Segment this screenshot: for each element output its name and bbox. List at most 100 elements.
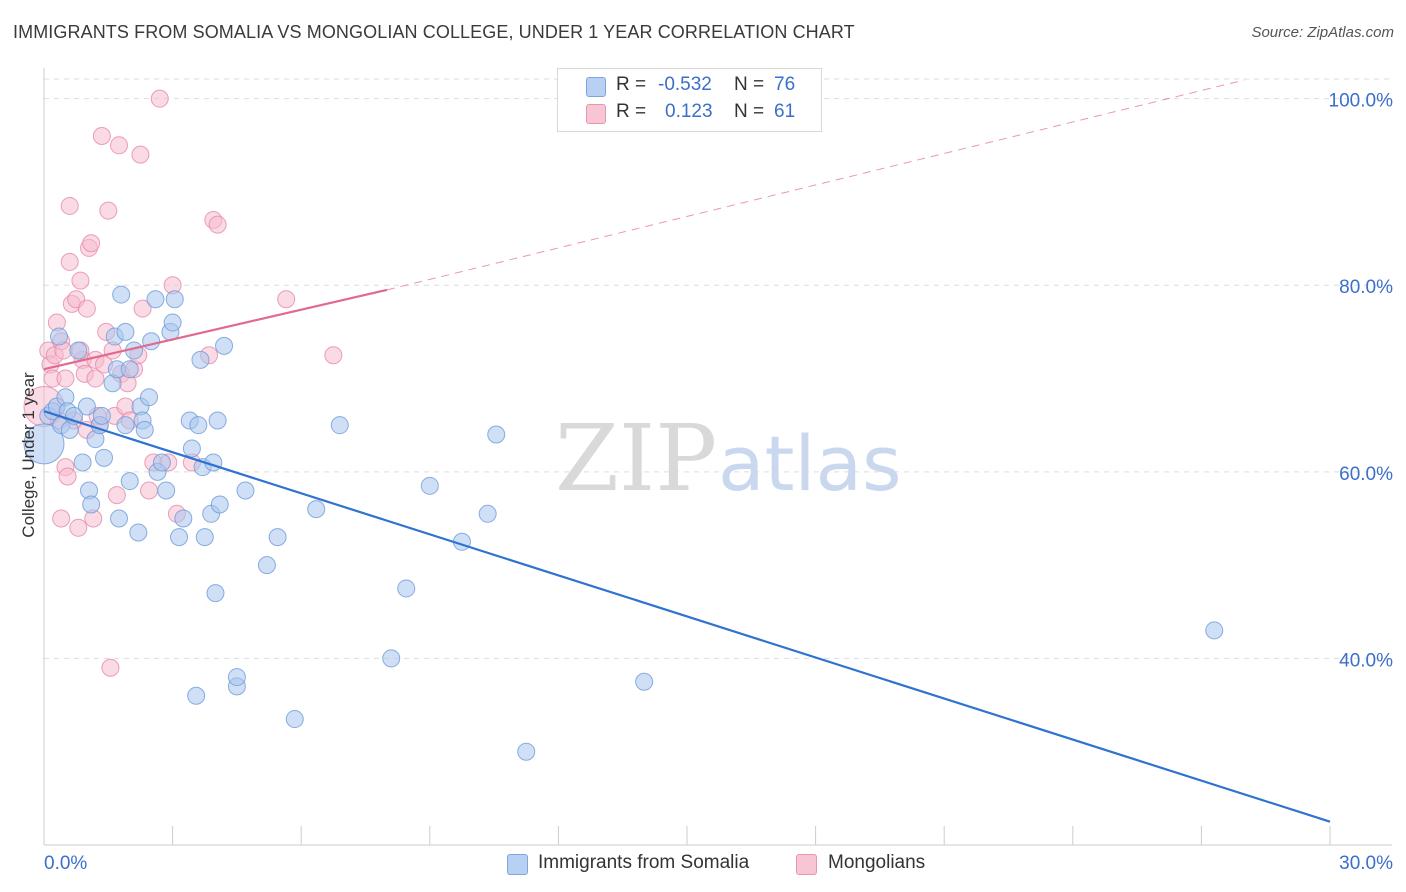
mongolian-point	[110, 136, 129, 155]
somalia-point	[195, 528, 214, 547]
somalia-point	[146, 290, 165, 309]
somalia-point	[82, 495, 101, 514]
y-tick-label: 60.0%	[1339, 464, 1393, 485]
somalia-point	[92, 406, 111, 425]
gridlines	[44, 78, 1392, 659]
somalia-point	[191, 350, 210, 369]
tick-labels: 40.0% 60.0% 80.0% 100.0% 0.0% 30.0%	[44, 91, 1393, 874]
somalia-point	[187, 686, 206, 705]
mongolian-point	[86, 369, 105, 388]
mongolian-point	[101, 658, 120, 677]
y-tick-label: 80.0%	[1339, 277, 1393, 298]
somalia-point	[77, 397, 96, 416]
bottom-legend-somalia: Immigrants from Somalia	[538, 852, 750, 873]
somalia-point	[307, 500, 326, 519]
mongolian-point	[99, 201, 118, 220]
somalia-point	[487, 425, 506, 444]
watermark-atlas: atlas	[718, 419, 902, 508]
data-points	[23, 89, 1224, 761]
mongolian-point	[77, 299, 96, 318]
bottom-legend-swatch-pink	[796, 854, 817, 875]
somalia-point	[1205, 621, 1224, 640]
legend-n-label: N =	[734, 101, 765, 122]
somalia-point	[165, 290, 184, 309]
somalia-point	[116, 322, 135, 341]
somalia-point	[174, 509, 193, 528]
trend-lines	[43, 79, 1331, 823]
watermark: ZIP atlas	[555, 405, 902, 512]
somalia-point	[206, 584, 225, 603]
mongolian-point	[69, 518, 88, 537]
somalia-point	[135, 420, 154, 439]
mongolian-point	[208, 215, 227, 234]
x-tick-label: 0.0%	[44, 853, 87, 874]
mongolian-point	[131, 145, 150, 164]
somalia-point	[120, 472, 139, 491]
somalia-point	[140, 388, 159, 407]
somalia-point	[152, 453, 171, 472]
watermark-zip: ZIP	[555, 405, 717, 512]
somalia-point	[635, 672, 654, 691]
mongolian-point	[150, 89, 169, 108]
mongolian-trend-line	[43, 288, 388, 371]
somalia-point	[257, 556, 276, 575]
mongolian-point	[107, 486, 126, 505]
somalia-point	[420, 476, 439, 495]
somalia-point	[517, 742, 536, 761]
stats-legend: R = -0.532 N = 76 R = 0.123 N = 61	[557, 68, 822, 132]
somalia-trend-line	[43, 410, 1331, 823]
somalia-point	[110, 509, 129, 528]
somalia-point	[382, 649, 401, 668]
somalia-point	[129, 523, 148, 542]
somalia-point	[95, 448, 114, 467]
somalia-point	[236, 481, 255, 500]
mongolian-point	[60, 252, 79, 271]
x-tick-label: 30.0%	[1339, 853, 1393, 874]
y-axis-label: College, Under 1 year	[19, 372, 38, 538]
mongolian-point	[324, 346, 343, 365]
legend-swatch-pink	[586, 104, 606, 124]
mongolian-point	[60, 196, 79, 215]
bottom-legend-swatch-blue	[507, 854, 528, 875]
somalia-point	[142, 332, 161, 351]
mongolian-point	[71, 271, 90, 290]
mongolian-point	[140, 481, 159, 500]
y-tick-label: 100.0%	[1329, 91, 1394, 112]
mongolian-point	[277, 290, 296, 309]
legend-r-value: 0.123	[665, 101, 713, 122]
somalia-point	[116, 416, 135, 435]
legend-n-value: 61	[774, 101, 796, 122]
legend-row-somalia: R = -0.532 N = 76	[558, 74, 821, 100]
mongolian-point	[92, 126, 111, 145]
somalia-point	[50, 327, 69, 346]
mongolian-trend-extension	[386, 79, 1245, 291]
mongolian-point	[56, 369, 75, 388]
somalia-point	[285, 710, 304, 729]
legend-r-value: -0.532	[658, 74, 712, 95]
mongolian-point	[133, 299, 152, 318]
somalia-point	[23, 423, 65, 465]
legend-r-label: R =	[616, 74, 647, 95]
y-tick-label: 40.0%	[1339, 650, 1393, 671]
somalia-point	[182, 439, 201, 458]
somalia-point	[163, 313, 182, 332]
somalia-point	[112, 285, 131, 304]
somalia-point	[330, 416, 349, 435]
somalia-point	[170, 528, 189, 547]
mongolian-point	[58, 467, 77, 486]
somalia-point	[397, 579, 416, 598]
somalia-point	[189, 416, 208, 435]
legend-n-value: 76	[774, 74, 796, 95]
legend-r-label: R =	[616, 101, 647, 122]
legend-swatch-blue	[586, 77, 606, 97]
somalia-point	[208, 411, 227, 430]
somalia-point	[73, 453, 92, 472]
mongolian-point	[82, 234, 101, 253]
mongolian-point	[52, 509, 71, 528]
somalia-point	[120, 360, 139, 379]
somalia-point	[69, 341, 88, 360]
legend-n-label: N =	[734, 74, 765, 95]
legend-row-mongolians: R = 0.123 N = 61	[558, 101, 821, 127]
bottom-legend-mongolians: Mongolians	[828, 852, 926, 873]
